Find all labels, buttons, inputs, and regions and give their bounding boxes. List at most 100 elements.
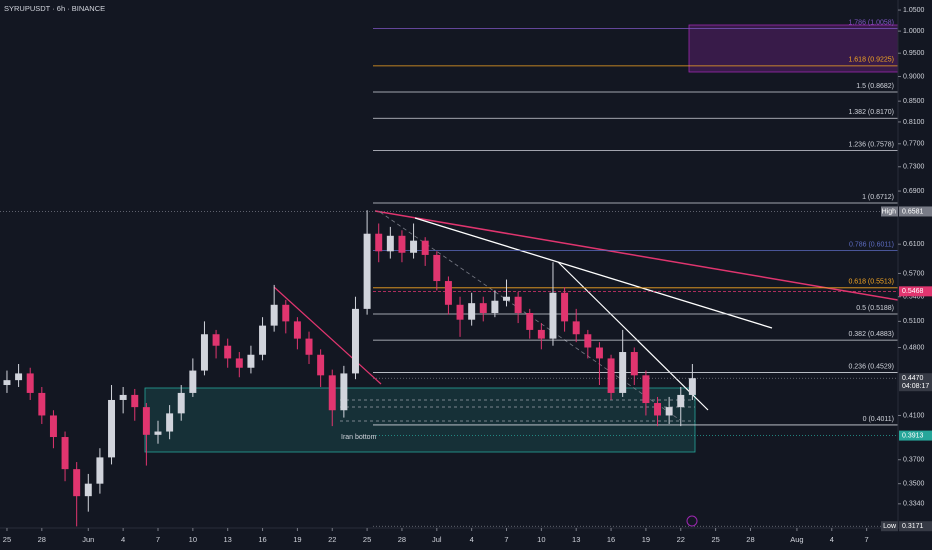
trend-line bbox=[557, 261, 709, 411]
candle-body bbox=[468, 303, 476, 320]
fib-label: 1.236 (0.7578) bbox=[848, 141, 894, 148]
price-badge-label: 0.5468 bbox=[902, 288, 924, 295]
x-tick-label: 16 bbox=[258, 535, 266, 544]
x-tick-label: 19 bbox=[642, 535, 650, 544]
x-tick-label: 28 bbox=[746, 535, 754, 544]
y-tick-label: 0.8100 bbox=[903, 119, 925, 126]
candle-body bbox=[26, 373, 34, 393]
candle-body bbox=[38, 392, 46, 416]
y-tick-label: 0.5400 bbox=[903, 294, 925, 301]
candle-body bbox=[305, 338, 313, 355]
x-tick-label: 4 bbox=[830, 535, 834, 544]
candle-body bbox=[456, 304, 464, 320]
candle-body bbox=[166, 413, 174, 432]
candle-body bbox=[386, 235, 394, 252]
candle-body bbox=[108, 399, 116, 458]
event-icon[interactable] bbox=[686, 515, 698, 527]
candle-body bbox=[328, 375, 336, 411]
candle-body bbox=[61, 437, 69, 470]
candle-body bbox=[282, 304, 290, 322]
candle-body bbox=[73, 469, 81, 497]
candle-body bbox=[96, 457, 104, 484]
annotation: Iran bottom bbox=[341, 434, 377, 441]
x-tick-label: 13 bbox=[224, 535, 232, 544]
y-tick-label: 0.3340 bbox=[903, 501, 925, 508]
fib-label: 1.5 (0.8682) bbox=[856, 83, 894, 90]
price-badge-label: 0.4470 bbox=[902, 375, 924, 382]
fib-label: 0.5 (0.5188) bbox=[856, 305, 894, 312]
candle-body bbox=[433, 254, 441, 282]
candle-body bbox=[375, 233, 383, 252]
y-tick-label: 0.9000 bbox=[903, 73, 925, 80]
fib-label: 0.236 (0.4529) bbox=[848, 363, 894, 370]
price-badge-name: Low bbox=[883, 523, 897, 530]
candle-body bbox=[526, 313, 534, 330]
fib-label: 0.786 (0.6011) bbox=[849, 241, 894, 248]
trend-line bbox=[273, 286, 382, 385]
candle-body bbox=[259, 325, 267, 355]
x-tick-label: 28 bbox=[398, 535, 406, 544]
candle-body bbox=[584, 334, 592, 348]
candle-body bbox=[3, 380, 11, 386]
fib-label: 1.786 (1.0058) bbox=[848, 19, 894, 26]
candle-body bbox=[677, 394, 685, 408]
candle-body bbox=[549, 292, 557, 339]
y-tick-label: 0.8500 bbox=[903, 98, 925, 105]
candle-body bbox=[131, 394, 139, 408]
candle-body bbox=[340, 373, 348, 411]
price-badge bbox=[899, 206, 932, 217]
candle-body bbox=[503, 296, 510, 301]
candle-body bbox=[351, 308, 359, 374]
candle-body bbox=[607, 358, 615, 393]
x-tick-label: 7 bbox=[156, 535, 160, 544]
candle-body bbox=[537, 329, 545, 339]
candle-body bbox=[154, 431, 162, 435]
trend-line bbox=[374, 210, 899, 301]
candle-body bbox=[654, 403, 662, 416]
fib-label: 0.382 (0.4883) bbox=[848, 331, 894, 338]
candle-body bbox=[491, 300, 499, 314]
price-badge-name-bg bbox=[881, 521, 898, 532]
y-tick-label: 0.6100 bbox=[903, 241, 925, 248]
x-tick-label: 25 bbox=[711, 535, 719, 544]
countdown: 04:08:17 bbox=[902, 383, 929, 390]
price-badge-name-bg bbox=[881, 206, 898, 217]
x-tick-label: 7 bbox=[865, 535, 869, 544]
candle-body bbox=[200, 334, 208, 371]
candle-body bbox=[479, 303, 487, 314]
y-tick-label: 0.4100 bbox=[903, 412, 925, 419]
candle-body bbox=[15, 373, 23, 381]
y-tick-label: 0.3700 bbox=[903, 457, 925, 464]
fib-label: 1.618 (0.9225) bbox=[848, 57, 894, 64]
candle-body bbox=[363, 233, 371, 309]
candle-body bbox=[119, 394, 127, 400]
x-tick-label: 22 bbox=[677, 535, 685, 544]
price-axis bbox=[898, 0, 932, 550]
x-tick-label: 25 bbox=[363, 535, 371, 544]
candle-body bbox=[595, 347, 603, 359]
candle-body bbox=[84, 483, 92, 497]
candle-body bbox=[142, 407, 150, 435]
price-badge-label: 0.3913 bbox=[902, 432, 924, 439]
price-badge bbox=[899, 373, 932, 392]
candle-body bbox=[561, 292, 569, 322]
fib-label: 1.382 (0.8170) bbox=[848, 109, 894, 116]
candle-body bbox=[398, 235, 406, 253]
x-tick-label: 28 bbox=[38, 535, 46, 544]
x-tick-label: 19 bbox=[293, 535, 301, 544]
candle-body bbox=[665, 407, 673, 416]
candle-body bbox=[177, 392, 185, 414]
candle-body bbox=[317, 354, 325, 376]
price-badge bbox=[899, 286, 932, 297]
candle-body bbox=[688, 378, 696, 395]
x-tick-label: 4 bbox=[470, 535, 474, 544]
y-tick-label: 0.7700 bbox=[903, 141, 925, 148]
price-badge-label: 0.3171 bbox=[902, 523, 924, 530]
candle-body bbox=[293, 321, 301, 339]
y-tick-label: 0.3500 bbox=[903, 481, 925, 488]
candle-body bbox=[619, 352, 627, 393]
candle-body bbox=[247, 354, 255, 368]
candle-body bbox=[630, 352, 638, 376]
x-tick-label: Jul bbox=[432, 535, 442, 544]
